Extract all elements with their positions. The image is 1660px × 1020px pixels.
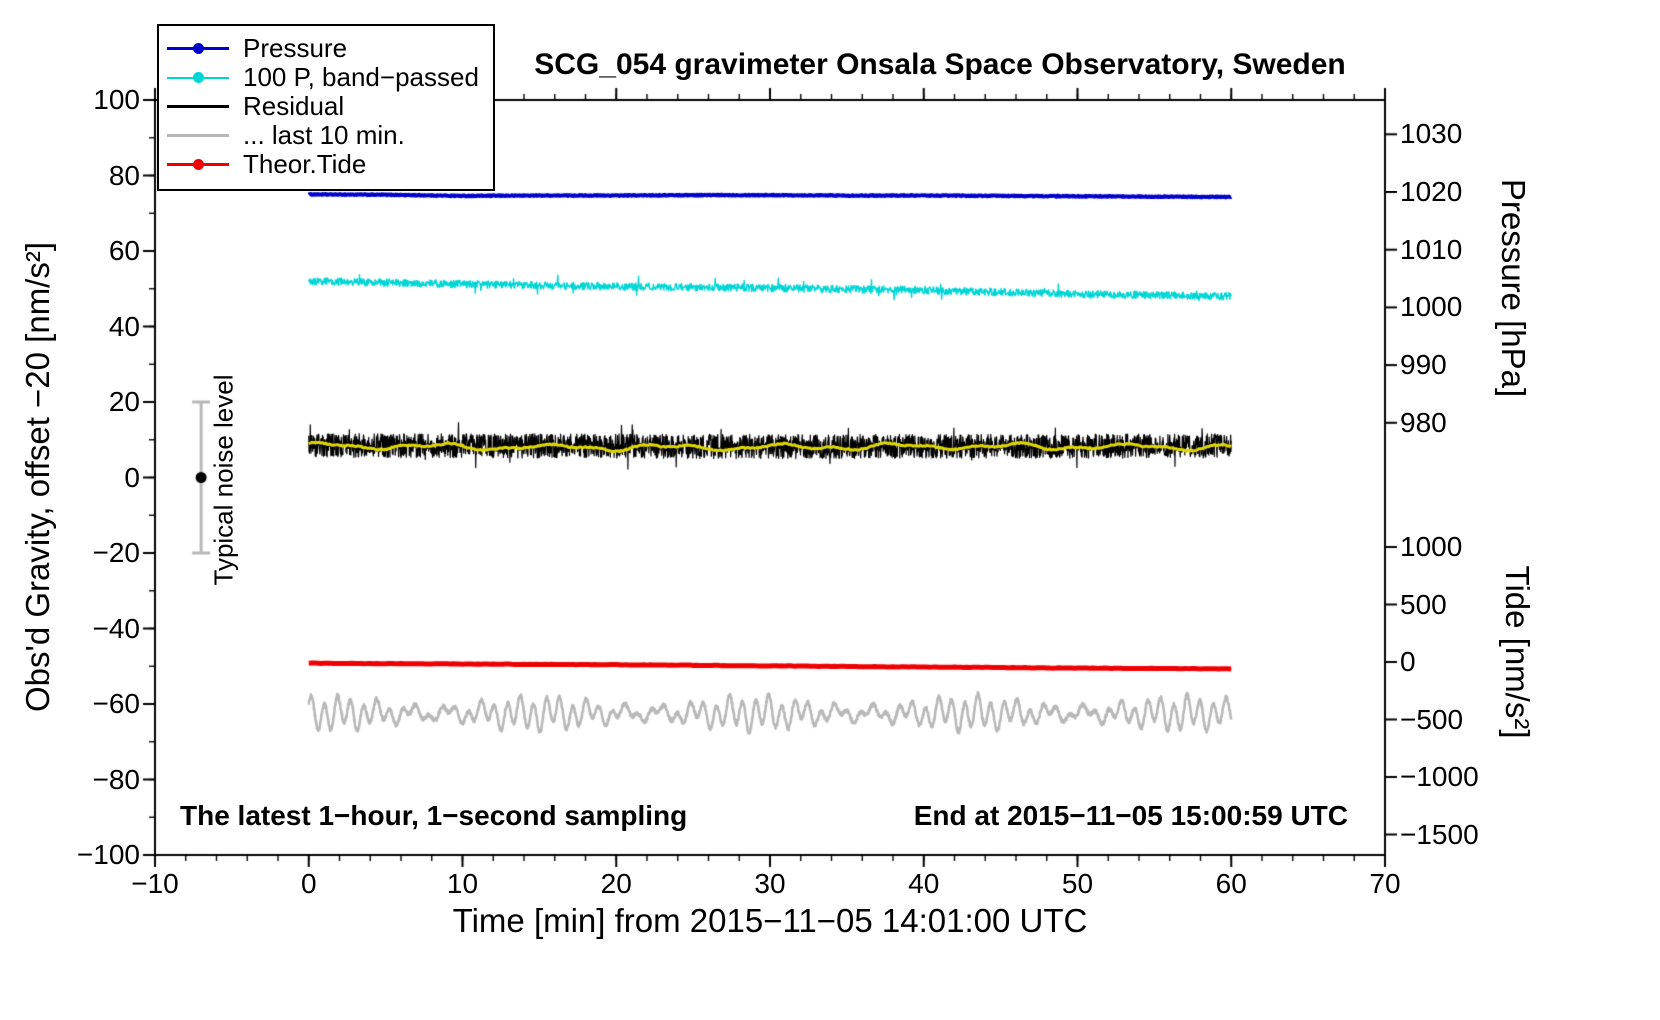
y-left-tick-label: −80 [92, 763, 141, 795]
noise-level-label: Typical noise level [208, 374, 239, 586]
legend-label: Residual [243, 91, 345, 121]
legend-item-bandpassed: 100 P, band−passed [167, 62, 479, 92]
x-tick-label: 0 [300, 868, 317, 899]
y-left-tick-label: −100 [76, 839, 140, 870]
x-tick-label: 60 [1215, 868, 1247, 899]
sampling-note: The latest 1−hour, 1−second sampling [180, 800, 688, 831]
y-tide-tick-label: −1500 [1400, 818, 1479, 850]
legend-label: Pressure [243, 33, 348, 63]
bandpassed-line-icon [167, 63, 229, 92]
y-left-tick-label: 0 [124, 461, 140, 493]
x-tick-label: 40 [908, 868, 940, 899]
y-pressure-tick-label: 990 [1400, 349, 1447, 381]
legend-item-pressure: Pressure [167, 33, 479, 63]
y-left-tick-label: −20 [92, 537, 141, 568]
legend-item-last10min: ... last 10 min. [167, 120, 479, 150]
y-pressure-tick-label: 980 [1400, 406, 1447, 438]
pressure-line-icon [167, 34, 229, 63]
legend-label: Theor.Tide [243, 149, 367, 179]
x-tick-label: 30 [754, 868, 786, 899]
y-axis-tide-label: Tide [nm/s²] [1499, 565, 1536, 739]
legend-label: ... last 10 min. [243, 120, 405, 150]
y-tide-tick-label: 1000 [1400, 531, 1463, 562]
y-tide-tick-label: −1000 [1400, 761, 1479, 792]
residual-line-icon [167, 92, 229, 121]
theortide-line-icon [167, 150, 229, 179]
y-tide-tick-label: −500 [1400, 703, 1464, 735]
legend-label: 100 P, band−passed [243, 62, 479, 92]
y-left-tick-label: 20 [108, 386, 140, 417]
last10min-line-icon [167, 121, 229, 150]
x-tick-label: 10 [446, 868, 479, 899]
legend-item-residual: Residual [167, 91, 479, 121]
y-pressure-tick-label: 1010 [1400, 233, 1463, 265]
x-tick-label: 50 [1061, 868, 1094, 899]
y-pressure-tick-label: 1000 [1400, 291, 1463, 323]
x-tick-label: 70 [1369, 868, 1401, 899]
y-left-tick-label: −40 [92, 612, 141, 644]
chart-title: SCG_054 gravimeter Onsala Space Observat… [534, 48, 1346, 81]
y-pressure-tick-label: 1030 [1400, 118, 1463, 150]
legend-item-theortide: Theor.Tide [167, 149, 479, 179]
y-left-tick-label: 100 [93, 84, 140, 115]
y-left-tick-label: 60 [108, 235, 140, 266]
y-pressure-tick-label: 1020 [1400, 176, 1463, 207]
y-left-tick-label: 40 [108, 310, 140, 342]
y-left-tick-label: −60 [92, 688, 141, 719]
y-tide-tick-label: 500 [1400, 588, 1447, 620]
end-time-note: End at 2015−11−05 15:00:59 UTC [913, 800, 1348, 831]
y-left-tick-label: 80 [108, 159, 140, 191]
x-tick-label: −10 [131, 868, 179, 899]
y-tide-tick-label: 0 [1400, 646, 1416, 677]
legend: Pressure 100 P, band−passed Residual ...… [157, 24, 495, 191]
x-axis-label: Time [min] from 2015−11−05 14:01:00 UTC [452, 902, 1088, 939]
x-tick-label: 20 [600, 868, 632, 899]
y-axis-pressure-label: Pressure [hPa] [1495, 178, 1532, 398]
